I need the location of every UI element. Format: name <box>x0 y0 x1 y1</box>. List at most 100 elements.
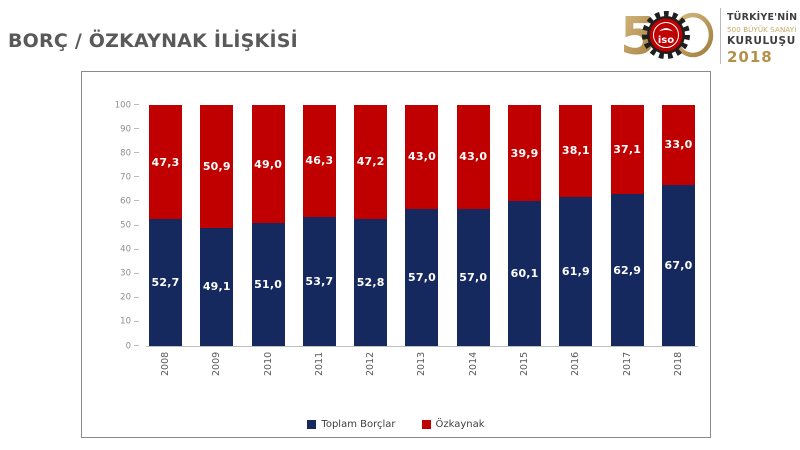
y-tick-mark <box>134 248 139 250</box>
legend: Toplam Borçlar Özkaynak <box>82 419 710 430</box>
y-tick-label: 60 <box>120 196 131 207</box>
bar-segment-toplam-borclar: 62,9 <box>610 194 644 346</box>
bar-segment-ozkaynak: 46,3 <box>302 105 336 217</box>
y-tick-mark <box>134 176 139 178</box>
legend-swatch-ozkaynak <box>421 420 431 429</box>
bar-segment-ozkaynak: 47,2 <box>354 105 388 219</box>
bar-value-label: 49,1 <box>202 280 231 294</box>
bar-2009: 50,9 49,1 <box>200 105 234 346</box>
bar-value-label: 33,0 <box>664 138 693 152</box>
y-tick-mark <box>134 128 139 130</box>
bar-value-label: 49,0 <box>254 157 283 171</box>
bar-2008: 47,3 52,7 <box>149 105 182 346</box>
y-tick-mark <box>134 272 139 274</box>
bar-segment-toplam-borclar: 57,0 <box>405 208 439 346</box>
bar-segment-ozkaynak: 38,1 <box>559 105 593 197</box>
bar-segment-toplam-borclar: 52,7 <box>149 219 182 346</box>
iso-500-logo: 5 iso TÜRKİYE'NİN 500 BÜYÜK SANAYİ KURUL… <box>620 4 798 70</box>
bar-segment-ozkaynak: 43,0 <box>456 105 490 209</box>
bar-value-label: 47,3 <box>151 155 180 169</box>
plot-area: 0 10 20 30 40 50 60 70 80 90 100 47,3 52,7 50,9 49,1 4… <box>115 101 698 350</box>
bar-value-label: 43,0 <box>408 150 436 164</box>
bars: 47,3 52,7 50,9 49,1 49,0 51,0 46,3 53,7 47,2 52,8… <box>149 105 695 346</box>
bar-2016: 38,1 61,9 <box>559 105 593 346</box>
y-tick-label: 10 <box>120 316 131 327</box>
y-tick-label: 0 <box>125 340 131 351</box>
bar-value-label: 37,1 <box>613 143 642 157</box>
y-tick-mark <box>134 200 139 202</box>
y-tick-mark <box>134 296 139 298</box>
bar-segment-toplam-borclar: 57,0 <box>456 208 490 346</box>
brand-line3: KURULUŞU <box>727 35 796 47</box>
chart-panel: 0 10 20 30 40 50 60 70 80 90 100 47,3 52,7 50,9 49,1 4… <box>81 71 711 438</box>
brand-year: 2018 <box>727 48 773 66</box>
bar-value-label: 51,0 <box>254 278 283 292</box>
y-tick-label: 20 <box>120 292 131 303</box>
y-tick-label: 40 <box>120 244 131 255</box>
x-axis-label: 2013 <box>416 352 428 377</box>
bar-value-label: 39,9 <box>510 146 539 160</box>
legend-item-toplam-borclar: Toplam Borçlar <box>307 419 396 430</box>
bar-segment-toplam-borclar: 67,0 <box>661 184 695 346</box>
bar-segment-toplam-borclar: 52,8 <box>354 218 388 346</box>
bar-segment-ozkaynak: 49,0 <box>251 105 285 224</box>
brand-line1: TÜRKİYE'NİN <box>727 12 798 23</box>
y-tick-mark <box>134 345 139 346</box>
y-tick-label: 90 <box>120 123 131 134</box>
x-axis-label: 2009 <box>211 352 223 377</box>
iso-gear-icon: iso <box>642 11 690 59</box>
bar-value-label: 38,1 <box>561 144 590 158</box>
legend-label-ozkaynak: Özkaynak <box>435 419 485 430</box>
x-axis-label: 2014 <box>467 352 479 377</box>
y-axis: 0 10 20 30 40 50 60 70 80 90 100 <box>88 101 140 350</box>
brand-line2: 500 BÜYÜK SANAYİ <box>727 25 797 34</box>
bar-2018: 33,0 67,0 <box>661 105 695 346</box>
x-axis-label: 2015 <box>519 352 531 377</box>
logo-separator <box>720 8 721 64</box>
bar-value-label: 52,7 <box>151 276 180 289</box>
y-tick-mark <box>134 320 139 322</box>
iso-bird-icon <box>659 28 673 32</box>
bar-value-label: 52,8 <box>356 275 385 289</box>
bar-2011: 46,3 53,7 <box>302 105 336 346</box>
iso-text: iso <box>658 35 674 46</box>
bar-value-label: 60,1 <box>510 267 539 281</box>
bar-segment-toplam-borclar: 61,9 <box>559 196 593 346</box>
legend-item-ozkaynak: Özkaynak <box>421 419 485 430</box>
x-axis-label: 2018 <box>672 352 684 377</box>
y-tick-label: 100 <box>114 99 131 110</box>
bar-segment-toplam-borclar: 60,1 <box>508 201 542 346</box>
bar-segment-ozkaynak: 47,3 <box>149 105 182 219</box>
bar-segment-ozkaynak: 39,9 <box>508 105 542 202</box>
bar-segment-ozkaynak: 37,1 <box>610 105 644 195</box>
bar-value-label: 67,0 <box>664 258 693 272</box>
x-axis-label: 2011 <box>313 352 325 377</box>
brand-text-block: TÜRKİYE'NİN 500 BÜYÜK SANAYİ KURULUŞU 20… <box>727 12 797 66</box>
bar-value-label: 57,0 <box>408 270 436 284</box>
bar-value-label: 46,3 <box>305 154 334 168</box>
legend-label-toplam-borclar: Toplam Borçlar <box>321 419 396 430</box>
bar-2013: 43,0 57,0 <box>405 105 439 346</box>
bar-segment-toplam-borclar: 51,0 <box>251 223 285 346</box>
y-tick-mark <box>134 104 139 105</box>
x-axis-label: 2008 <box>160 352 171 377</box>
legend-swatch-toplam-borclar <box>307 420 317 429</box>
y-tick-label: 30 <box>120 268 131 279</box>
x-axis-label: 2016 <box>570 352 582 377</box>
iso-500-logo-graphic: 5 iso <box>620 7 714 67</box>
y-tick-label: 70 <box>120 172 131 183</box>
bar-value-label: 47,2 <box>356 155 385 169</box>
bar-2014: 43,0 57,0 <box>456 105 490 346</box>
y-tick-label: 50 <box>120 220 131 231</box>
x-axis-label: 2017 <box>621 352 633 377</box>
bar-segment-ozkaynak: 33,0 <box>661 105 695 185</box>
bar-segment-toplam-borclar: 49,1 <box>200 227 234 346</box>
x-axis-label: 2010 <box>262 352 274 377</box>
bar-value-label: 57,0 <box>459 270 488 284</box>
bar-segment-ozkaynak: 43,0 <box>405 105 439 209</box>
bar-2012: 47,2 52,8 <box>354 105 388 346</box>
bar-value-label: 61,9 <box>561 264 590 278</box>
x-axis: 2008 2009 2010 2011 2012 2013 2014 2015 2016 2017… <box>149 352 695 394</box>
bar-value-label: 50,9 <box>202 159 231 173</box>
y-tick-mark <box>134 224 139 226</box>
